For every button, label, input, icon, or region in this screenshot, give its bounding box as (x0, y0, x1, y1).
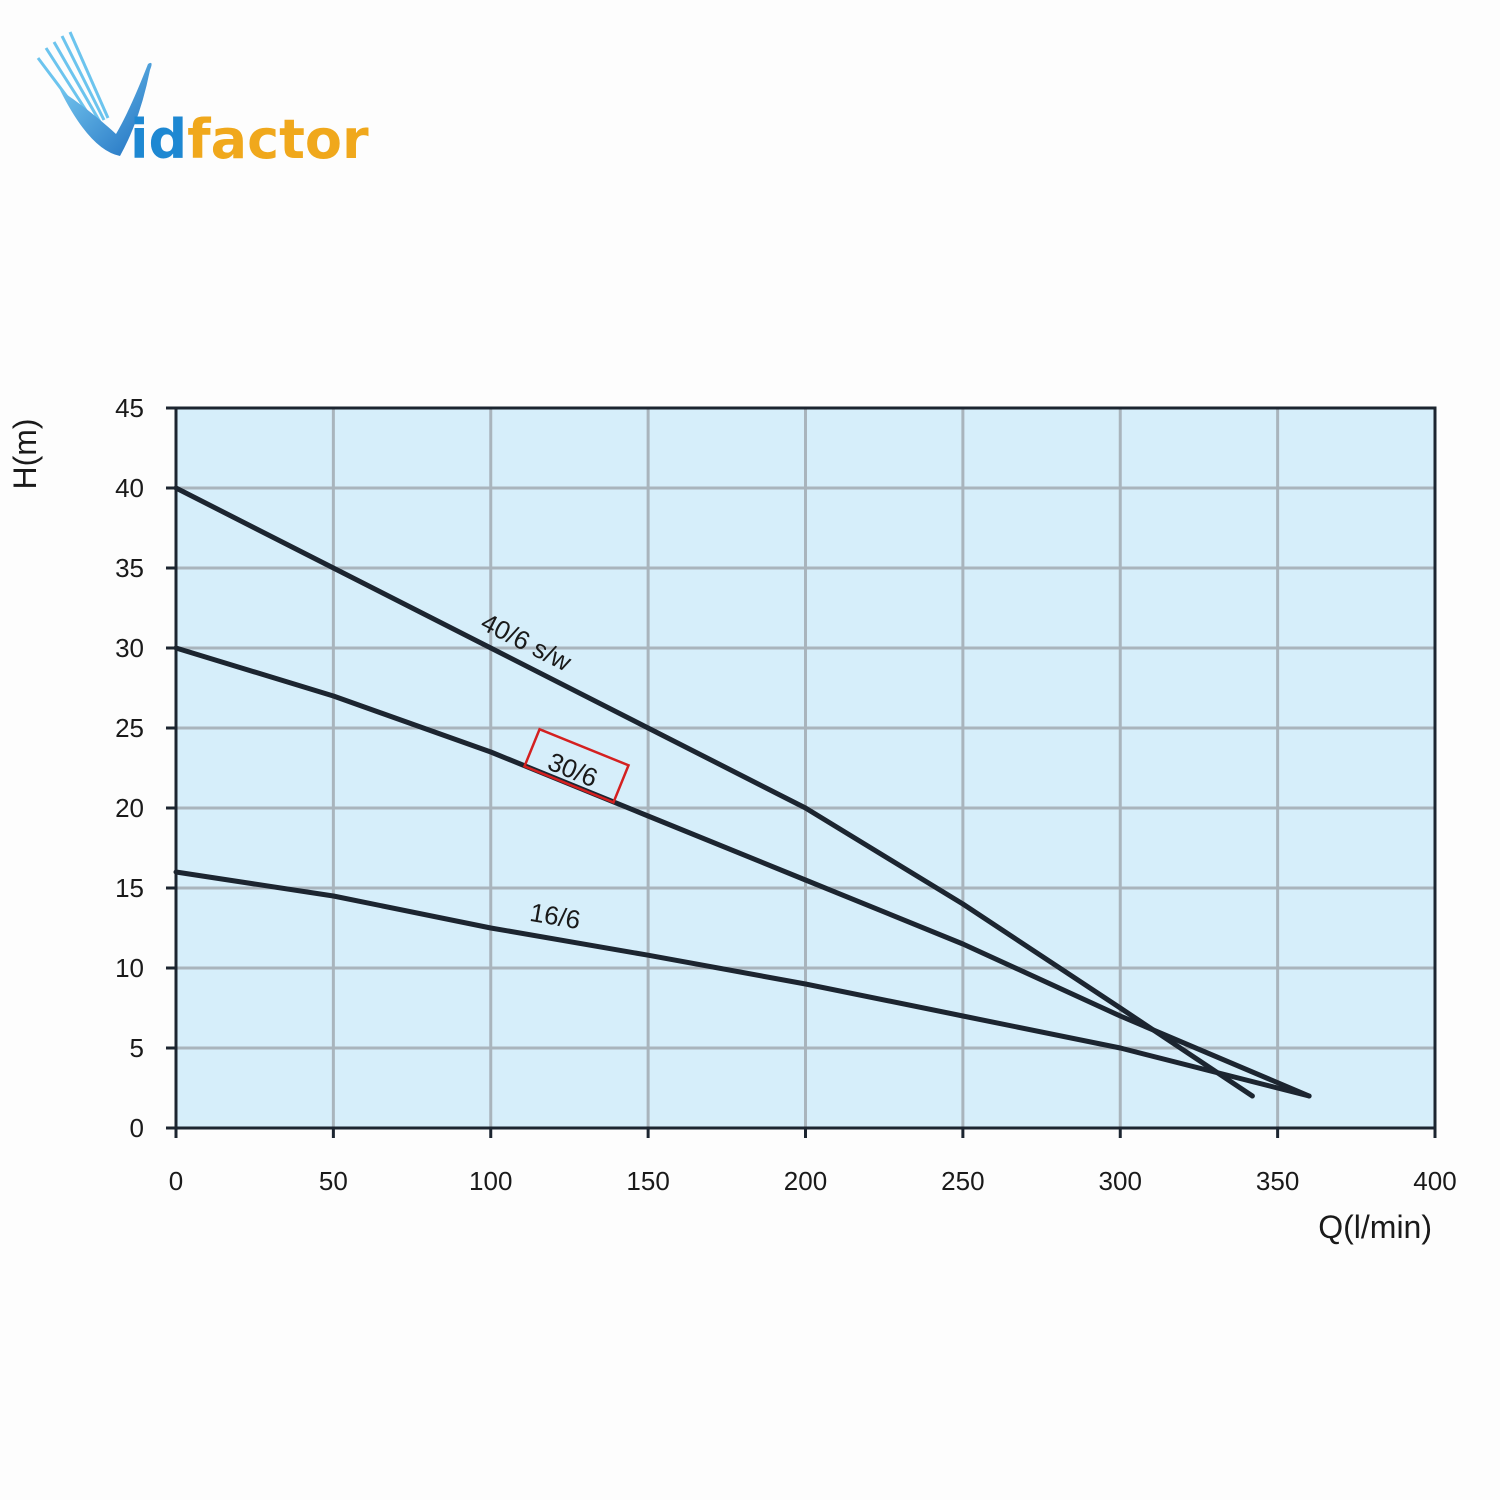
vidfactor-logo: V idfactor (36, 31, 369, 170)
x-tick-label-400: 400 (1413, 1166, 1456, 1196)
y-tick-label-5: 5 (130, 1033, 144, 1063)
x-tick-label-0: 0 (169, 1166, 183, 1196)
x-tick-label-50: 50 (319, 1166, 348, 1196)
y-tick-label-40: 40 (115, 473, 144, 503)
x-tick-label-350: 350 (1256, 1166, 1299, 1196)
series-lines (173, 485, 1312, 1099)
y-tick-label-30: 30 (115, 633, 144, 663)
y-axis-title: H(m) (7, 418, 43, 489)
svg-text:idfactor: idfactor (130, 108, 369, 170)
axis-ticks: 0 50 100 150 200 250 300 350 400 0 5 10 15 20 25 30 35 40… (115, 393, 1457, 1196)
y-tick-label-20: 20 (115, 793, 144, 823)
y-tick-label-25: 25 (115, 713, 144, 743)
logo-v-mark (60, 62, 152, 156)
series-line-2 (173, 645, 1312, 1099)
series-line-3 (173, 869, 1312, 1099)
logo-text-id: id (130, 108, 187, 170)
x-axis-title: Q(l/min) (1318, 1209, 1432, 1245)
x-tick-label-200: 200 (784, 1166, 827, 1196)
y-tick-label-10: 10 (115, 953, 144, 983)
y-tick-label-35: 35 (115, 553, 144, 583)
x-tick-label-100: 100 (469, 1166, 512, 1196)
logo-text-factor: factor (187, 108, 369, 170)
highlight-box (522, 727, 631, 804)
x-tick-label-250: 250 (941, 1166, 984, 1196)
x-tick-label-300: 300 (1099, 1166, 1142, 1196)
series-line-1 (173, 485, 1255, 1099)
y-tick-label-45: 45 (115, 393, 144, 423)
y-tick-label-15: 15 (115, 873, 144, 903)
y-tick-label-0: 0 (130, 1113, 144, 1143)
x-tick-label-150: 150 (626, 1166, 669, 1196)
